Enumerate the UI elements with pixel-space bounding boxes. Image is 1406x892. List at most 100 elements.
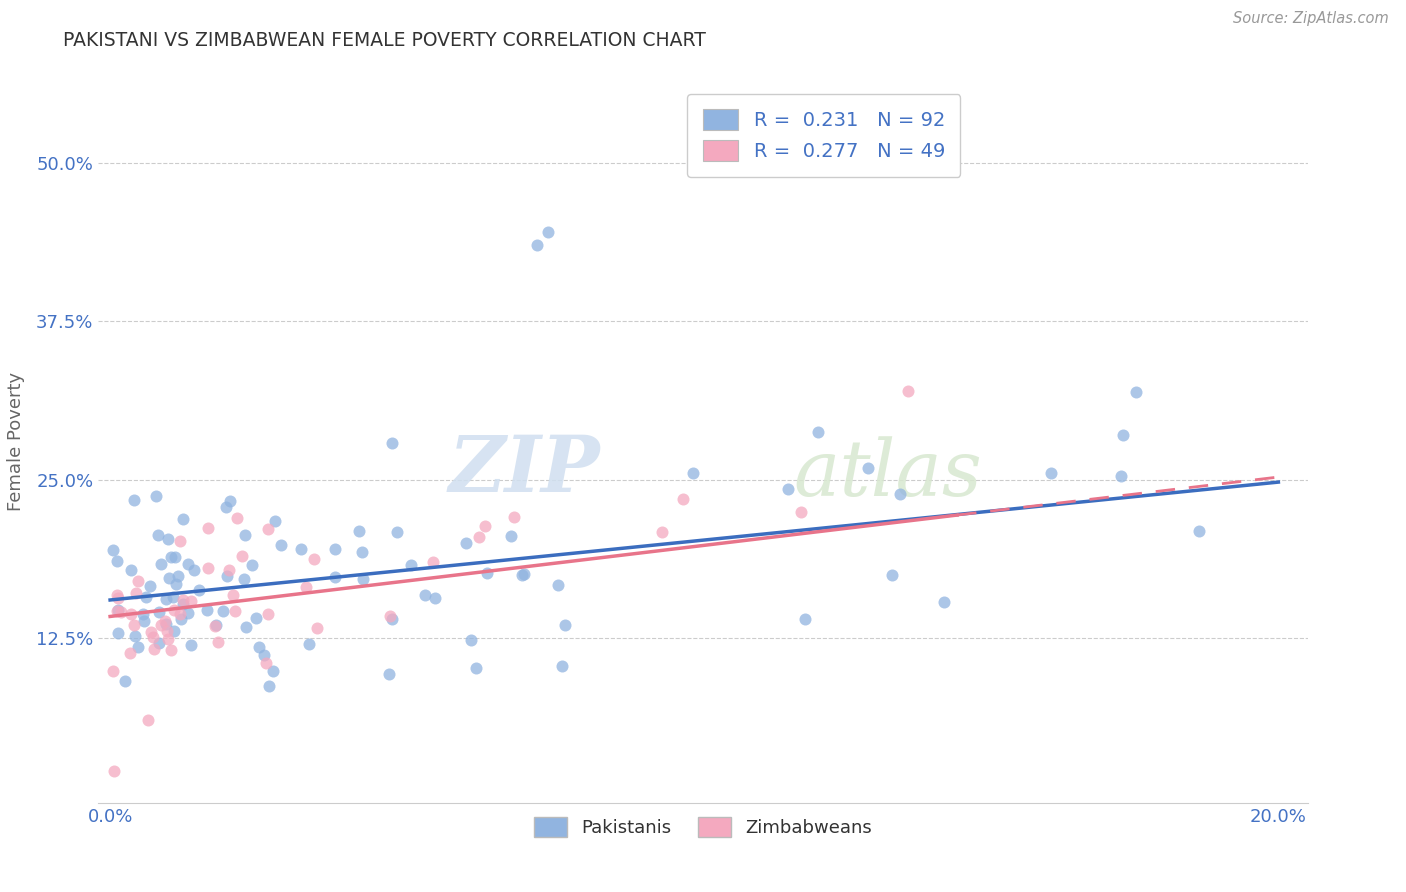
Point — [163, 550, 186, 565]
Point — [138, 579, 160, 593]
Point — [118, 646, 141, 660]
Point — [323, 570, 346, 584]
Point — [180, 638, 202, 652]
Point — [460, 633, 482, 648]
Point — [142, 631, 165, 645]
Point — [422, 555, 444, 569]
Point — [105, 554, 128, 568]
Point — [205, 617, 228, 632]
Point — [231, 549, 253, 563]
Point — [323, 542, 346, 557]
Point — [264, 514, 287, 528]
Point — [247, 640, 270, 654]
Point — [148, 605, 170, 619]
Point — [682, 466, 704, 480]
Point — [387, 524, 409, 539]
Point — [103, 764, 125, 778]
Point — [257, 607, 280, 622]
Point — [415, 589, 437, 603]
Point — [270, 538, 292, 552]
Point — [503, 510, 526, 524]
Point — [1109, 468, 1132, 483]
Point — [215, 500, 238, 514]
Point — [793, 612, 815, 626]
Point — [1125, 384, 1147, 399]
Point — [122, 618, 145, 632]
Point — [163, 603, 186, 617]
Point — [1112, 428, 1135, 442]
Point — [153, 615, 176, 629]
Point — [245, 611, 267, 625]
Point — [142, 642, 165, 657]
Point — [170, 612, 193, 626]
Point — [1039, 466, 1062, 480]
Point — [1188, 524, 1211, 538]
Point — [127, 640, 149, 654]
Point — [157, 571, 180, 585]
Point — [132, 614, 155, 628]
Point — [127, 574, 149, 588]
Point — [537, 226, 560, 240]
Point — [218, 493, 240, 508]
Point — [526, 238, 548, 252]
Point — [671, 491, 693, 506]
Point — [101, 664, 124, 678]
Point — [880, 568, 903, 582]
Point — [253, 648, 276, 662]
Point — [177, 606, 200, 620]
Point — [177, 558, 200, 572]
Point — [120, 607, 142, 621]
Point — [169, 533, 191, 548]
Point — [107, 603, 129, 617]
Point — [347, 524, 370, 538]
Legend: Pakistanis, Zimbabweans: Pakistanis, Zimbabweans — [527, 810, 879, 845]
Point — [475, 566, 498, 581]
Point — [217, 569, 239, 583]
Point — [302, 552, 325, 566]
Text: PAKISTANI VS ZIMBABWEAN FEMALE POVERTY CORRELATION CHART: PAKISTANI VS ZIMBABWEAN FEMALE POVERTY C… — [63, 31, 706, 50]
Point — [380, 436, 402, 450]
Point — [305, 621, 328, 635]
Point — [501, 529, 523, 543]
Point — [423, 591, 446, 605]
Point — [456, 536, 478, 550]
Point — [464, 661, 486, 675]
Point — [468, 530, 491, 544]
Point — [146, 528, 169, 542]
Point — [124, 629, 146, 643]
Point — [858, 461, 880, 475]
Point — [180, 594, 202, 608]
Text: ZIP: ZIP — [449, 433, 600, 508]
Point — [510, 568, 533, 582]
Point — [167, 569, 190, 583]
Point — [172, 512, 194, 526]
Point — [254, 656, 277, 670]
Point — [222, 588, 245, 602]
Point — [169, 607, 191, 622]
Point — [101, 543, 124, 558]
Point — [162, 624, 184, 638]
Point — [107, 604, 129, 618]
Point — [107, 591, 129, 606]
Point — [513, 567, 536, 582]
Point — [197, 521, 219, 535]
Point — [149, 618, 172, 632]
Point — [172, 593, 194, 607]
Point — [932, 595, 955, 609]
Point — [474, 519, 496, 533]
Point — [298, 637, 321, 651]
Point — [160, 642, 183, 657]
Point — [138, 713, 160, 727]
Point — [204, 619, 226, 633]
Point — [378, 609, 401, 624]
Point — [165, 577, 187, 591]
Point — [122, 492, 145, 507]
Point — [807, 425, 830, 439]
Point — [156, 624, 179, 639]
Point — [897, 384, 920, 398]
Point — [132, 607, 155, 621]
Text: Source: ZipAtlas.com: Source: ZipAtlas.com — [1233, 11, 1389, 26]
Point — [105, 588, 128, 602]
Point — [120, 563, 142, 577]
Point — [155, 591, 177, 606]
